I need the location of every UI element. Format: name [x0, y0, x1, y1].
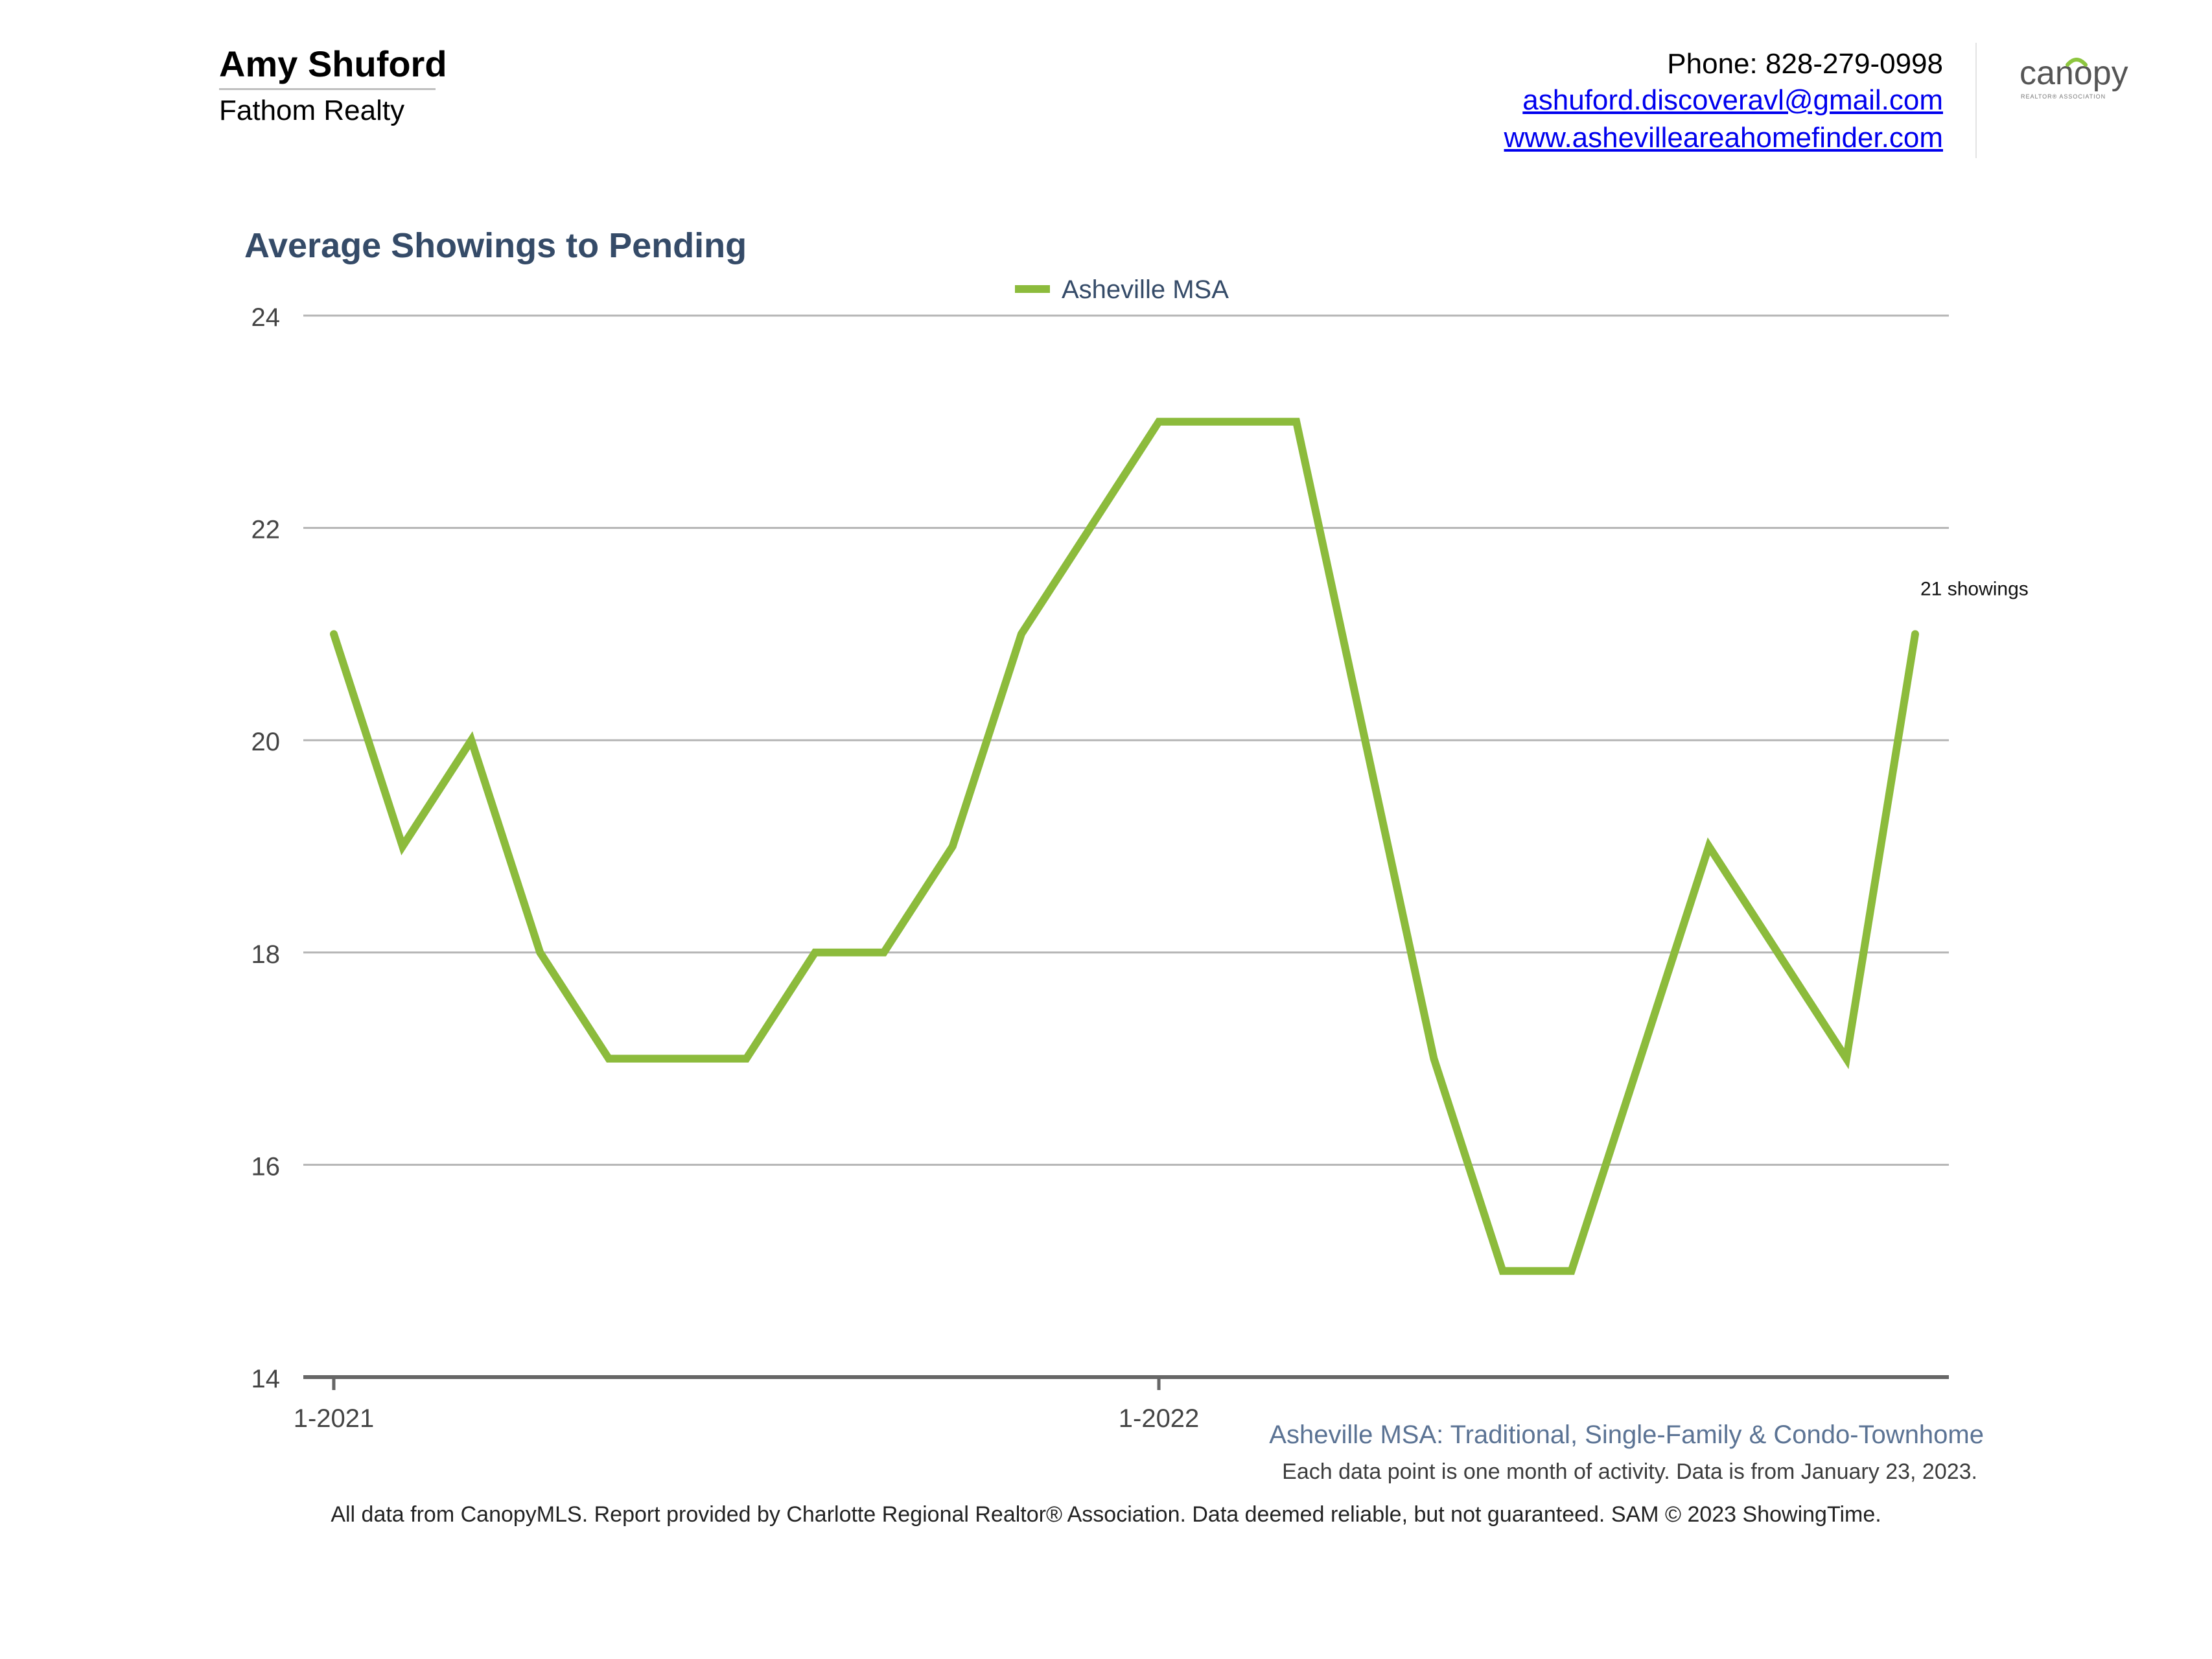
y-tick-label-16: 16: [251, 1152, 281, 1181]
y-tick-label-18: 18: [251, 940, 281, 969]
chart-legend: Asheville MSA: [1015, 275, 1229, 304]
legend-label: Asheville MSA: [1062, 275, 1229, 304]
chart-data-note: Each data point is one month of activity…: [1282, 1459, 1977, 1484]
x-tick-label-1-2022: 1-2022: [1119, 1404, 1200, 1433]
logo-accent-icon: [2066, 58, 2088, 67]
chart-grid: [303, 314, 1949, 1166]
agent-email-link[interactable]: ashuford.discoveravl@gmail.com: [1522, 84, 1943, 116]
chart-series: [330, 417, 1919, 1275]
agent-website-link[interactable]: www.ashevilleareahomefinder.com: [1504, 122, 1943, 154]
logo-tagline: REALTOR® ASSOCIATION: [2021, 93, 2106, 100]
y-tick-label-22: 22: [251, 516, 281, 544]
data-label-2022-12: 21 showings: [1920, 578, 2029, 599]
agent-name-underline: [219, 88, 436, 90]
report-disclaimer: All data from CanopyMLS. Report provided…: [331, 1502, 1881, 1527]
header-divider: [1975, 43, 1977, 158]
chart-title: Average Showings to Pending: [244, 226, 747, 265]
chart-subtitle: Asheville MSA: Traditional, Single-Famil…: [1269, 1421, 1984, 1449]
x-tick-label-1-2021: 1-2021: [294, 1404, 375, 1433]
agent-phone: Phone: 828-279-0998: [1667, 48, 1943, 80]
chart-annotations: 21 showings: [1920, 578, 2029, 599]
x-axis: 1-2021 1-2022: [294, 1375, 1949, 1433]
y-tick-label-24: 24: [251, 303, 281, 332]
brokerage-name: Fathom Realty: [219, 95, 405, 126]
y-axis-tick-labels: 14 16 18 20 22 24: [251, 303, 281, 1393]
y-tick-label-14: 14: [251, 1365, 281, 1393]
y-tick-label-20: 20: [251, 728, 281, 756]
series-line-0: [330, 417, 1919, 1275]
agent-name: Amy Shuford: [219, 43, 447, 84]
canopy-logo: canopy REALTOR® ASSOCIATION: [2020, 54, 2128, 100]
